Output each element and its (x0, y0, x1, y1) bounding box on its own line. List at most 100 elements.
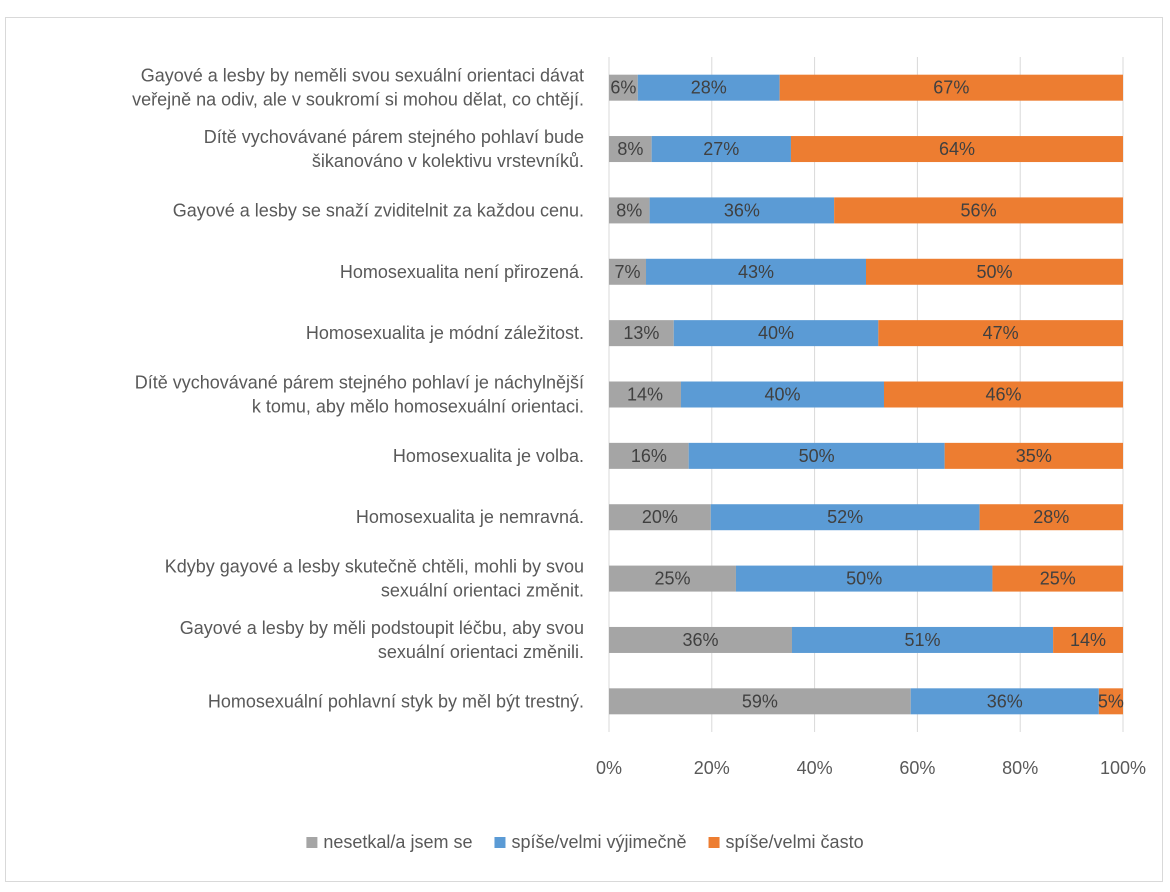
bar-segment (609, 381, 681, 408)
x-tick-label: 100% (1100, 758, 1146, 778)
data-label: 36% (724, 200, 760, 220)
data-label: 16% (631, 446, 667, 466)
data-label: 35% (1016, 446, 1052, 466)
data-label: 46% (985, 385, 1021, 405)
data-label: 43% (738, 262, 774, 282)
category-label: Kdyby gayové a lesby skutečně chtěli, mo… (165, 557, 584, 577)
x-tick-label: 60% (899, 758, 935, 778)
data-label: 14% (1070, 630, 1106, 650)
data-label: 8% (617, 139, 643, 159)
bar-segment (1053, 626, 1123, 653)
data-label: 13% (623, 323, 659, 343)
bar-segment (688, 442, 945, 469)
bar-segment (790, 136, 1123, 163)
bar-segment (791, 626, 1054, 653)
category-label: Dítě vychovávané párem stejného pohlaví … (204, 127, 584, 147)
category-label: Homosexualita je nemravná. (356, 507, 584, 527)
category-label: sexuální orientaci změnili. (378, 642, 584, 662)
bar-segment (609, 565, 736, 592)
bar-segment (1098, 688, 1123, 715)
x-tick-label: 80% (1002, 758, 1038, 778)
bar-segment (609, 442, 689, 469)
legend-swatch (306, 837, 318, 848)
bar-segment (710, 504, 980, 531)
data-label: 50% (846, 569, 882, 589)
data-label: 14% (627, 385, 663, 405)
bar-segment (609, 504, 711, 531)
data-label: 36% (987, 691, 1023, 711)
bar-segment (992, 565, 1123, 592)
data-label: 40% (758, 323, 794, 343)
category-label: Homosexualita je volba. (393, 446, 584, 466)
data-label: 25% (654, 569, 690, 589)
bar-segment (878, 320, 1123, 347)
category-label: Dítě vychovávané párem stejného pohlaví … (135, 373, 584, 393)
bar-segment (673, 320, 879, 347)
data-label: 6% (610, 78, 636, 98)
data-label: 8% (616, 200, 642, 220)
bar-segment (609, 197, 650, 224)
bar-segment (609, 626, 792, 653)
bars (609, 74, 1123, 715)
category-label: Gayové a lesby by neměli svou sexuální o… (141, 66, 584, 86)
bar-segment (910, 688, 1099, 715)
bar-segment (979, 504, 1123, 531)
data-label: 28% (691, 78, 727, 98)
data-label: 51% (905, 630, 941, 650)
data-label: 50% (799, 446, 835, 466)
data-label: 27% (703, 139, 739, 159)
legend-swatch (708, 837, 720, 848)
data-label: 25% (1040, 569, 1076, 589)
x-tick-label: 20% (694, 758, 730, 778)
category-label: k tomu, aby mělo homosexuální orientaci. (252, 397, 584, 417)
bar-segment (834, 197, 1123, 224)
bar-segment (646, 258, 866, 285)
category-label: šikanováno v kolektivu vrstevníků. (312, 151, 584, 171)
data-labels: 6% 28% 67% 8% 27% 64% 8% 36% 56% 7% 43% 50% 13% 40% 47… (610, 78, 1124, 712)
bar-segment (735, 565, 993, 592)
bar-segment (866, 258, 1123, 285)
data-label: 40% (764, 385, 800, 405)
category-label: Gayové a lesby by měli podstoupit léčbu,… (180, 618, 584, 638)
category-label: sexuální orientaci změnit. (381, 581, 584, 601)
bar-segment (651, 136, 791, 163)
bar-segment (637, 74, 780, 101)
category-label: Homosexuální pohlavní styk by měl být tr… (208, 691, 584, 711)
legend: nesetkal/a jsem se spíše/velmi výjimečně s… (306, 832, 864, 852)
category-label: veřejně na odiv, ale v soukromí si mohou… (132, 90, 584, 110)
legend-item: spíše/velmi často (708, 832, 864, 852)
data-label: 36% (682, 630, 718, 650)
data-label: 59% (742, 691, 778, 711)
data-label: 50% (976, 262, 1012, 282)
data-label: 56% (961, 200, 997, 220)
legend-label: spíše/velmi často (726, 832, 864, 852)
legend-swatch (494, 837, 506, 848)
x-tick-label: 40% (797, 758, 833, 778)
bar-segment (609, 74, 638, 101)
x-tick-label: 0% (596, 758, 622, 778)
data-label: 64% (939, 139, 975, 159)
bar-segment (609, 136, 652, 163)
data-label: 47% (983, 323, 1019, 343)
data-label: 52% (827, 507, 863, 527)
bar-segment (609, 258, 647, 285)
bar-segment (779, 74, 1123, 101)
legend-item: spíše/velmi výjimečně (494, 832, 687, 852)
bar-segment (649, 197, 835, 224)
category-label: Homosexualita není přirozená. (340, 262, 584, 282)
category-label: Gayové a lesby se snaží zviditelnit za k… (173, 200, 584, 220)
bar-segment (609, 320, 674, 347)
data-label: 28% (1033, 507, 1069, 527)
bar-segment (680, 381, 884, 408)
data-label: 7% (614, 262, 640, 282)
data-label: 20% (642, 507, 678, 527)
category-label: Homosexualita je módní záležitost. (306, 323, 584, 343)
bar-segment (944, 442, 1123, 469)
bar-segment (883, 381, 1123, 408)
category-labels: Gayové a lesby by neměli svou sexuální o… (132, 66, 584, 712)
x-axis-ticks: 0% 20% 40% 60% 80% 100% (596, 758, 1146, 778)
legend-item: nesetkal/a jsem se (306, 832, 472, 852)
data-label: 5% (1098, 691, 1124, 711)
bar-segment (609, 688, 911, 715)
